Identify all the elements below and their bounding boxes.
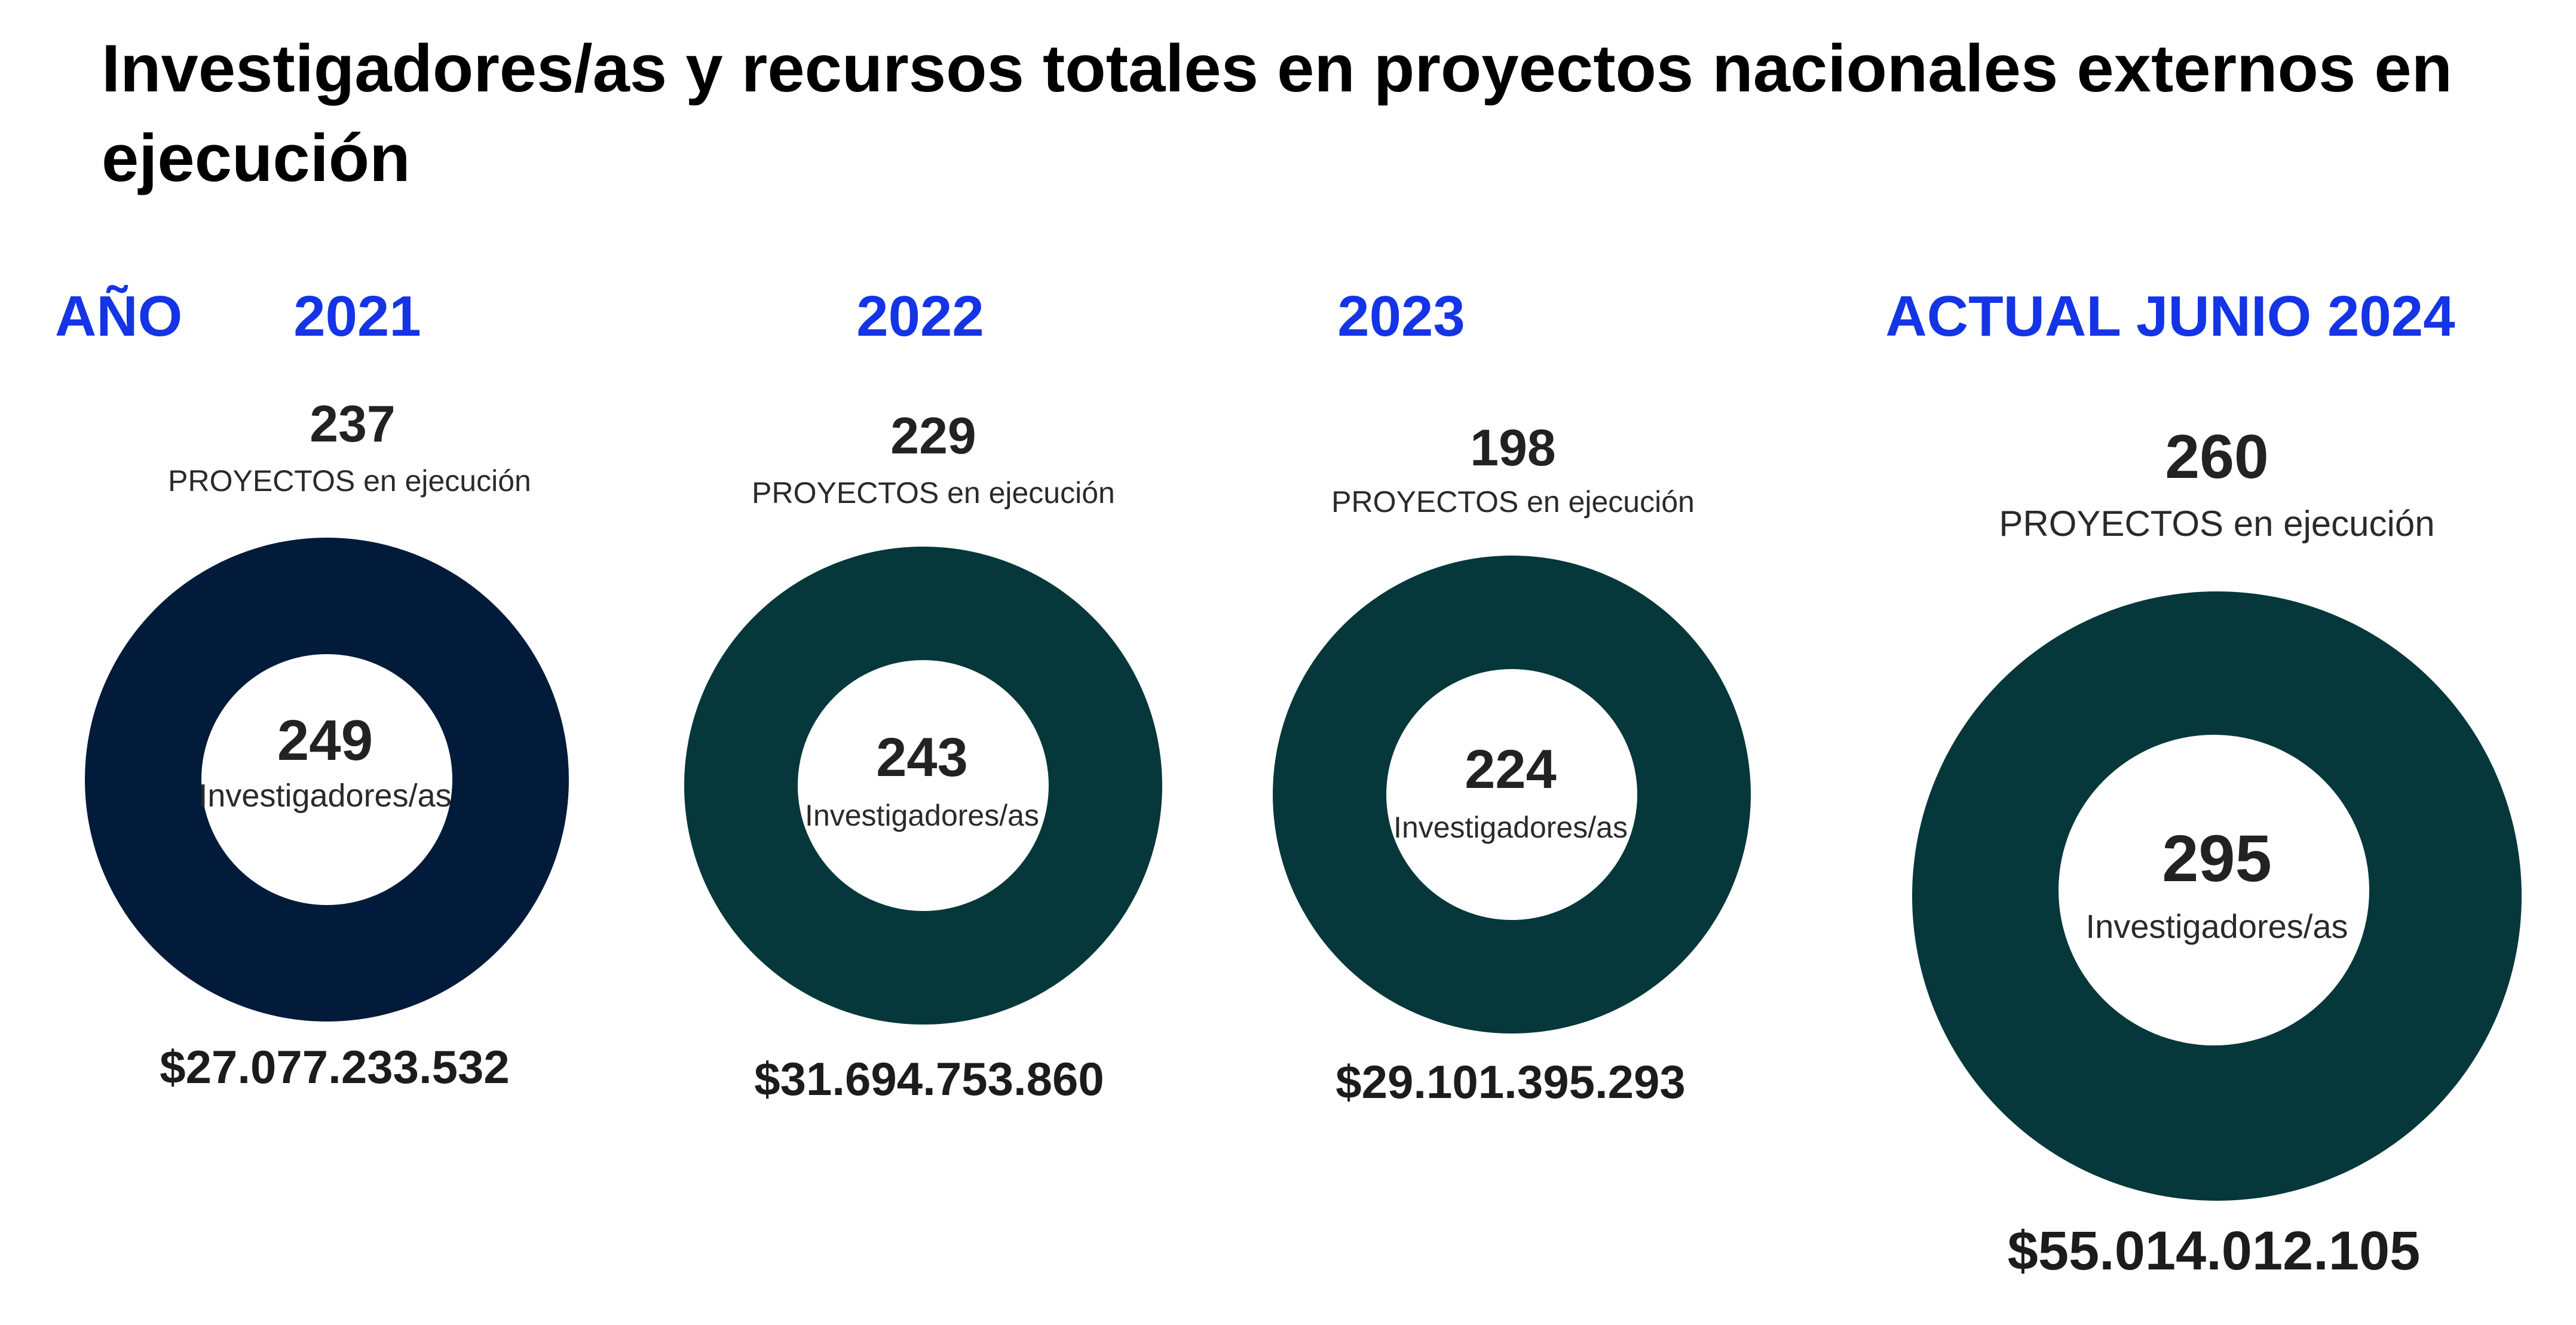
ring-hole-2021 bbox=[201, 654, 452, 905]
ring-hole-2024 bbox=[2059, 735, 2369, 1045]
researchers-count-2024: 295 bbox=[2162, 822, 2272, 895]
year-label-2023: 2023 bbox=[1337, 284, 1465, 348]
page-title: Investigadores/as y recursos totales en … bbox=[102, 31, 2453, 195]
researchers-label-2023: Investigadores/as bbox=[1393, 811, 1628, 844]
researchers-count-2021: 249 bbox=[277, 708, 373, 772]
year-header-label: AÑO bbox=[55, 284, 183, 348]
projects-label-2023: PROYECTOS en ejecución bbox=[1331, 485, 1695, 519]
researchers-ring-2023 bbox=[1273, 556, 1751, 1033]
projects-label-2024: PROYECTOS en ejecución bbox=[1999, 504, 2435, 544]
total-amount-2021: $27.077.233.532 bbox=[160, 1041, 510, 1093]
researchers-ring-2022 bbox=[684, 547, 1162, 1025]
total-amount-2022: $31.694.753.860 bbox=[754, 1053, 1104, 1105]
projects-count-2023: 198 bbox=[1470, 419, 1556, 477]
ring-hole-2022 bbox=[798, 660, 1049, 911]
total-amount-2024: $55.014.012.105 bbox=[2007, 1220, 2421, 1281]
projects-label-2021: PROYECTOS en ejecución bbox=[168, 464, 531, 498]
researchers-count-2022: 243 bbox=[876, 727, 968, 788]
projects-label-2022: PROYECTOS en ejecución bbox=[752, 476, 1115, 510]
researchers-label-2022: Investigadores/as bbox=[805, 799, 1039, 832]
researchers-ring-2021 bbox=[85, 538, 569, 1022]
projects-count-2024: 260 bbox=[2165, 422, 2269, 492]
year-label-2021: 2021 bbox=[293, 284, 421, 348]
researchers-label-2024: Investigadores/as bbox=[2085, 907, 2348, 945]
researchers-ring-2024 bbox=[1912, 591, 2522, 1201]
projects-count-2022: 229 bbox=[890, 407, 976, 465]
researchers-label-2021: Investigadores/as bbox=[198, 778, 452, 814]
ring-hole-2023 bbox=[1386, 669, 1637, 920]
total-amount-2023: $29.101.395.293 bbox=[1336, 1056, 1686, 1108]
year-label-2022: 2022 bbox=[856, 284, 984, 348]
researchers-count-2023: 224 bbox=[1465, 739, 1557, 800]
year-label-2024: ACTUAL JUNIO 2024 bbox=[1885, 284, 2455, 348]
projects-count-2021: 237 bbox=[310, 395, 396, 453]
